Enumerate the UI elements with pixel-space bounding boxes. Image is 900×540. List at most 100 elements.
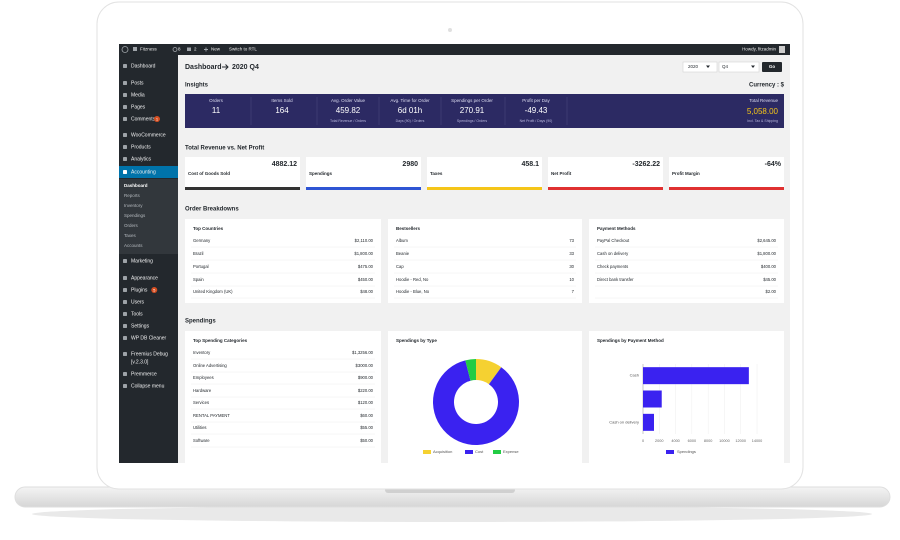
submenu-item[interactable]: Accounts	[124, 243, 143, 248]
go-label: Go	[769, 64, 776, 69]
menu-item[interactable]: Users	[131, 299, 145, 305]
site-name[interactable]: Fitzness	[140, 47, 158, 52]
card-label: Net Profit	[551, 171, 572, 176]
submenu-item[interactable]: Dashboard	[124, 183, 148, 188]
menu-item[interactable]: Products	[131, 144, 151, 150]
row-label: Brazil	[193, 251, 204, 256]
row-label: Inventory	[193, 350, 211, 355]
menu-icon	[123, 93, 127, 97]
menu-item[interactable]: Comments	[131, 116, 156, 122]
metric-value: 11	[212, 106, 221, 115]
donut-slice	[476, 359, 502, 385]
row-value: 33	[569, 251, 574, 256]
menu-item[interactable]: WP DB Cleaner	[131, 335, 167, 341]
row-value: $2,645.00	[757, 238, 776, 243]
quarter-select[interactable]	[718, 61, 760, 73]
panel	[589, 219, 784, 303]
metric-label: Avg. Time for Order	[390, 98, 430, 103]
submenu-item[interactable]: Reports	[124, 193, 141, 198]
go-button[interactable]	[762, 62, 782, 72]
submenu-item[interactable]: Inventory	[124, 203, 143, 208]
row-value: $1,800.00	[354, 251, 373, 256]
row-value: 30	[569, 264, 574, 269]
metric-note: Total Revenue / Orders	[330, 119, 366, 123]
card-label: Spendings	[309, 171, 332, 176]
metric-label: Spendings per Order	[451, 98, 493, 103]
section-title: Spendings	[185, 319, 216, 325]
row-value: $1,3256.00	[352, 350, 374, 355]
metric-label: Orders	[209, 98, 224, 103]
total-value: 5,058.00	[747, 107, 779, 116]
menu-item[interactable]: Plugins	[131, 287, 148, 293]
menu-item[interactable]: Dashboard	[131, 63, 156, 69]
legend-label: Expense	[503, 449, 519, 454]
menu-icon	[123, 324, 127, 328]
shadow	[32, 506, 872, 522]
menu-item[interactable]: Premmerce	[131, 371, 157, 377]
menu-icon	[123, 64, 127, 68]
menu-icon	[123, 145, 127, 149]
row-label: Album	[396, 238, 408, 243]
menu-icon	[123, 384, 127, 388]
menu-item[interactable]: Analytics	[131, 156, 152, 162]
row-value: $120.00	[358, 400, 374, 405]
row-label: Hoodie - Blue, No	[396, 289, 430, 294]
legend-swatch	[493, 450, 501, 454]
card-value: 4882.12	[272, 161, 297, 168]
menu-item[interactable]: Pages	[131, 104, 146, 110]
menu-icon	[123, 157, 127, 161]
menu-item[interactable]: Accounting	[131, 169, 156, 175]
rtl-link[interactable]: Switch to RTL	[229, 47, 257, 52]
menu-item[interactable]: Settings	[131, 323, 150, 329]
row-value: $48.00	[360, 289, 373, 294]
card	[427, 157, 542, 190]
row-value: $220.00	[358, 388, 374, 393]
menu-icon	[123, 81, 127, 85]
row-label: Online Advertising	[193, 363, 227, 368]
row-value: $1,800.00	[757, 251, 776, 256]
panel	[185, 219, 381, 303]
menu-item[interactable]: Marketing	[131, 258, 153, 264]
panel	[589, 331, 784, 463]
arrow	[222, 64, 229, 70]
menu-icon	[123, 276, 127, 280]
panel-title: Top Spending Categories	[193, 338, 248, 343]
menu-item[interactable]: Freemius Debug	[131, 351, 168, 357]
x-tick-label: 10000	[719, 439, 730, 443]
submenu-item[interactable]: Spendings	[124, 213, 146, 218]
comments-count[interactable]: 2	[194, 47, 197, 52]
submenu-item[interactable]: Orders	[124, 223, 139, 228]
chart-title: Spendings by Payment Method	[597, 338, 664, 343]
row-label: Germany	[193, 238, 211, 243]
menu-item[interactable]: Appearance	[131, 275, 158, 281]
metric-value: 270.91	[460, 106, 485, 115]
row-label: Utilities	[193, 425, 207, 430]
row-value: $450.00	[358, 277, 374, 282]
menu-item[interactable]: Posts	[131, 80, 144, 86]
sidebar	[119, 55, 178, 463]
x-tick-label: 8000	[704, 439, 712, 443]
submenu-item[interactable]: Taxes	[124, 233, 137, 238]
menu-item[interactable]: Media	[131, 92, 145, 98]
updates-count[interactable]: 8	[178, 47, 181, 52]
camera	[448, 28, 452, 32]
card-label: Cost of Goods Sold	[188, 171, 230, 176]
new-link[interactable]: New	[211, 47, 221, 52]
updates-icon	[172, 47, 178, 52]
menu-item[interactable]: Collapse menu	[131, 383, 165, 389]
row-label: Hardware	[193, 388, 212, 393]
metric-note: Days (90) / Orders	[396, 119, 425, 123]
year-select[interactable]	[682, 61, 718, 73]
card	[669, 157, 784, 190]
greeting[interactable]: Howdy, fitzadmin	[742, 47, 776, 52]
menu-item[interactable]: Tools	[131, 311, 143, 317]
legend-swatch	[465, 450, 473, 454]
select-arrow	[751, 65, 755, 68]
active-menu-bg	[119, 166, 178, 178]
row-label: Direct bank transfer	[597, 277, 634, 282]
card-label: Profit Margin	[672, 171, 700, 176]
menu-item[interactable]: WooCommerce	[131, 132, 166, 138]
quarter-value: Q4	[722, 64, 729, 69]
submenu-bg	[119, 179, 178, 254]
badge-count: 5	[153, 287, 156, 292]
